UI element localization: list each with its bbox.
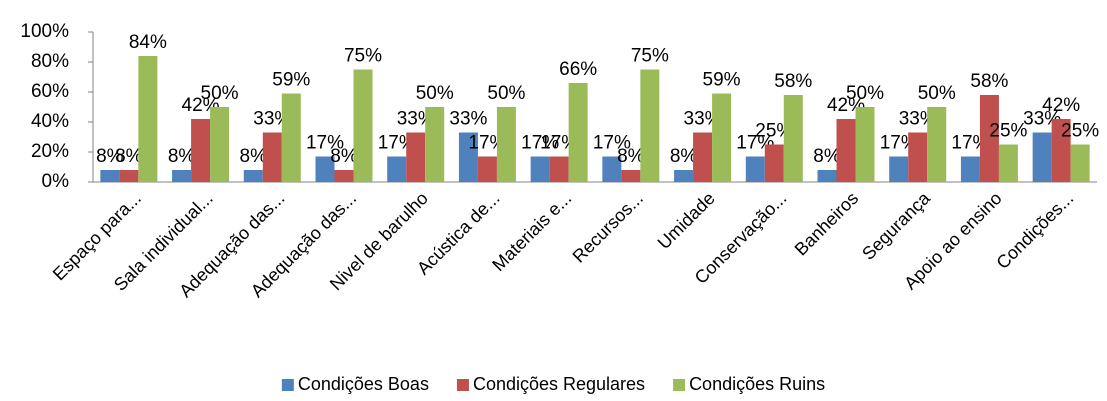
bar bbox=[119, 170, 139, 182]
y-tick-label: 80% bbox=[31, 51, 69, 72]
data-label: 58% bbox=[970, 71, 1008, 92]
bar bbox=[496, 107, 516, 182]
data-label: 17% bbox=[521, 133, 559, 154]
bar bbox=[855, 107, 875, 182]
data-label: 8% bbox=[813, 146, 841, 167]
x-tick-label: Umidade bbox=[654, 188, 719, 253]
bar bbox=[138, 56, 158, 182]
bar bbox=[243, 170, 263, 182]
bar bbox=[621, 170, 641, 182]
data-label: 8% bbox=[96, 146, 124, 167]
bar bbox=[783, 95, 803, 182]
legend-label: Condições Ruins bbox=[689, 374, 825, 394]
bar bbox=[334, 170, 354, 182]
bar bbox=[262, 132, 282, 182]
bar bbox=[712, 93, 732, 182]
data-label: 17% bbox=[593, 133, 631, 154]
legend-swatch bbox=[456, 379, 469, 391]
x-tick-label: Segurança bbox=[858, 187, 934, 263]
y-tick-label: 40% bbox=[31, 111, 69, 132]
data-label: 66% bbox=[559, 59, 597, 80]
bar bbox=[315, 156, 335, 182]
bar bbox=[908, 132, 928, 182]
y-tick-label: 100% bbox=[20, 21, 69, 42]
data-label: 50% bbox=[487, 83, 525, 104]
y-tick-label: 60% bbox=[31, 81, 69, 102]
data-label: 59% bbox=[703, 70, 741, 91]
bar bbox=[549, 156, 569, 182]
bar bbox=[281, 93, 301, 182]
bar bbox=[1051, 119, 1071, 182]
data-label: 50% bbox=[201, 83, 239, 104]
bar bbox=[674, 170, 694, 182]
bar bbox=[693, 132, 713, 182]
bar bbox=[406, 132, 426, 182]
bar bbox=[353, 69, 373, 182]
data-label: 17% bbox=[306, 133, 344, 154]
y-tick-label: 20% bbox=[31, 141, 69, 162]
legend-swatch bbox=[281, 379, 294, 391]
data-label: 50% bbox=[918, 83, 956, 104]
data-label: 58% bbox=[774, 71, 812, 92]
x-tick-label: Recursos... bbox=[569, 188, 648, 267]
data-label: 75% bbox=[344, 46, 382, 67]
bar bbox=[530, 156, 550, 182]
data-label: 8% bbox=[670, 146, 698, 167]
data-label: 50% bbox=[416, 83, 454, 104]
bar bbox=[1070, 144, 1090, 182]
x-tick-label: Banheiros bbox=[791, 188, 862, 259]
data-label: 50% bbox=[846, 83, 884, 104]
bar bbox=[458, 132, 478, 182]
bar bbox=[889, 156, 909, 182]
data-label: 33% bbox=[449, 109, 487, 130]
bar bbox=[745, 156, 765, 182]
data-label: 75% bbox=[631, 46, 669, 67]
x-tick-label: Condições... bbox=[992, 188, 1077, 273]
data-label: 59% bbox=[272, 70, 310, 91]
bar bbox=[998, 144, 1018, 182]
data-label: 84% bbox=[129, 32, 167, 53]
y-tick-label: 0% bbox=[42, 171, 70, 192]
bar bbox=[602, 156, 622, 182]
bar bbox=[836, 119, 856, 182]
legend-label: Condições Regulares bbox=[473, 374, 645, 394]
bar bbox=[979, 95, 999, 182]
bar bbox=[640, 69, 660, 182]
data-label: 25% bbox=[989, 121, 1027, 142]
bar bbox=[100, 170, 120, 182]
bar bbox=[764, 144, 784, 182]
bar bbox=[172, 170, 192, 182]
data-label: 8% bbox=[115, 146, 143, 167]
bar bbox=[191, 119, 211, 182]
bar bbox=[960, 156, 980, 182]
bar bbox=[1032, 132, 1052, 182]
bar bbox=[477, 156, 497, 182]
bar bbox=[568, 83, 588, 182]
data-label: 8% bbox=[330, 146, 358, 167]
data-label: 8% bbox=[617, 146, 645, 167]
legend-label: Condições Boas bbox=[298, 374, 429, 394]
bar bbox=[927, 107, 947, 182]
data-label: 8% bbox=[240, 146, 268, 167]
bar bbox=[817, 170, 837, 182]
bar bbox=[387, 156, 407, 182]
bar bbox=[210, 107, 230, 182]
legend-swatch bbox=[673, 379, 686, 391]
data-label: 8% bbox=[168, 146, 196, 167]
bar bbox=[425, 107, 445, 182]
data-label: 42% bbox=[1042, 95, 1080, 116]
data-label: 25% bbox=[1061, 121, 1099, 142]
